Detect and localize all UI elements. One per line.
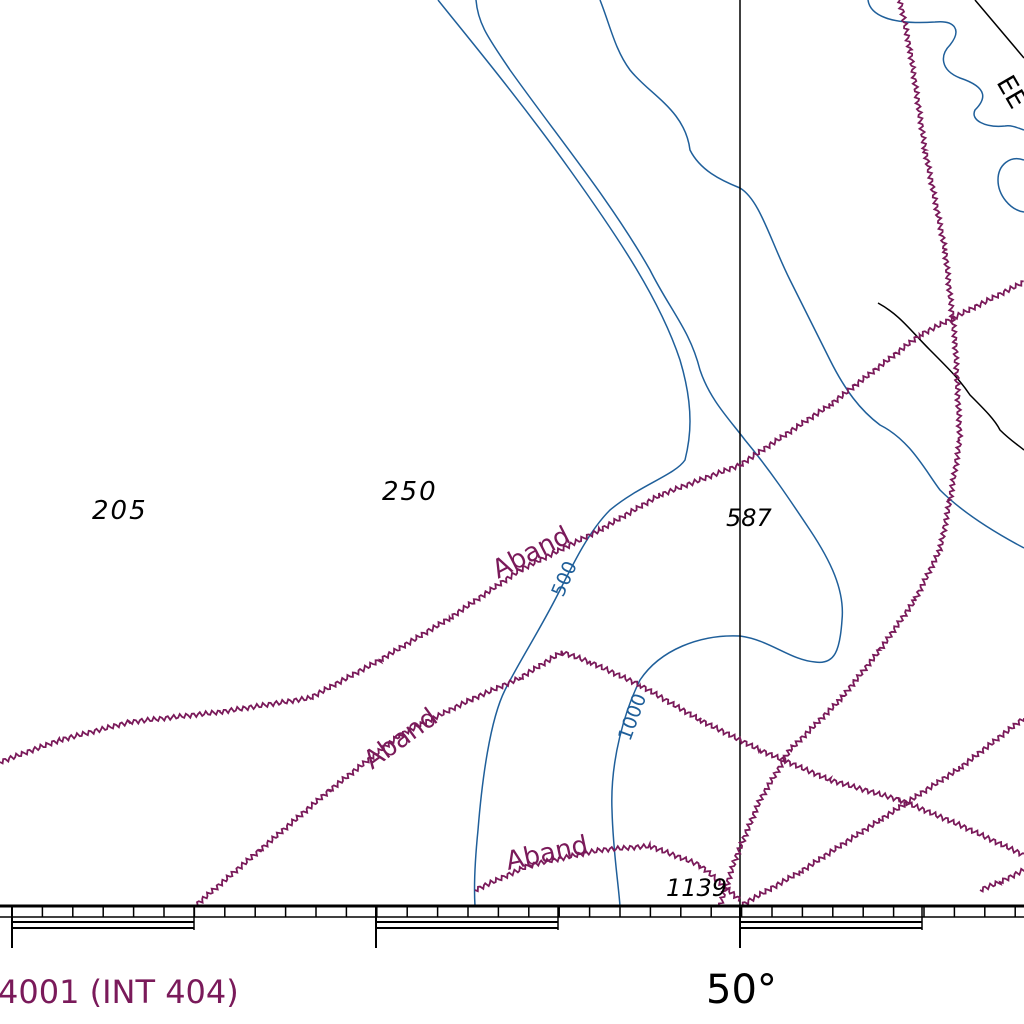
cable-label: Aband [503, 830, 591, 877]
black-line [974, 0, 1024, 59]
sounding-250: 250 [382, 477, 438, 507]
black-line [877, 302, 1024, 451]
contour-label-1000: 1000 [614, 691, 651, 744]
cable-line [195, 650, 1024, 906]
corner-label: EE [990, 71, 1024, 114]
sounding-587: 587 [726, 504, 773, 532]
contour-label-500: 500 [547, 558, 581, 600]
contour-line [599, 0, 1024, 549]
chart-border [0, 904, 1024, 948]
longitude-label: 50° [706, 967, 777, 1013]
contour-line [867, 0, 1024, 131]
sounding-1139: 1139 [666, 874, 727, 902]
cable-line [0, 280, 1024, 765]
contour-line [997, 158, 1024, 213]
chart-number: 4001 (INT 404) [0, 973, 239, 1011]
contour-line [475, 0, 844, 906]
abandoned-cables [0, 0, 1024, 906]
cable-line [740, 718, 1024, 906]
cable-label: Aband [358, 702, 443, 775]
cable-line [717, 0, 964, 906]
depth-contours [437, 0, 1024, 906]
cable-line [979, 867, 1024, 893]
contour-line [437, 0, 691, 906]
sounding-205: 205 [92, 496, 148, 526]
cable-line [474, 840, 741, 902]
